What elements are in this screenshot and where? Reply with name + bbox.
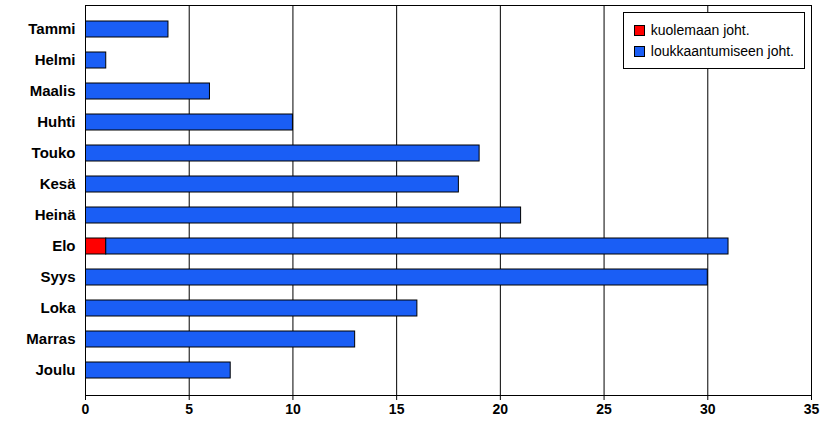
svg-text:Marras: Marras: [26, 330, 75, 347]
svg-text:Helmi: Helmi: [35, 51, 76, 68]
svg-text:15: 15: [389, 401, 405, 417]
svg-text:5: 5: [185, 401, 193, 417]
html-text:loukkaantumiseen joht.: loukkaantumiseen joht.: [650, 43, 794, 59]
svg-text:Elo: Elo: [52, 237, 75, 254]
svg-text:Syys: Syys: [40, 268, 75, 285]
svg-text:20: 20: [493, 401, 509, 417]
svg-text:Touko: Touko: [32, 144, 76, 161]
svg-text:Kesä: Kesä: [40, 175, 77, 192]
html-text:kuolemaan joht.: kuolemaan joht.: [650, 22, 750, 38]
svg-text:25: 25: [596, 401, 612, 417]
svg-text:Heinä: Heinä: [35, 206, 77, 223]
svg-text:Tammi: Tammi: [28, 20, 75, 37]
svg-text:30: 30: [700, 401, 716, 417]
svg-text:Joulu: Joulu: [36, 361, 76, 378]
svg-text:10: 10: [285, 401, 301, 417]
svg-text:35: 35: [804, 401, 820, 417]
svg-text:Huhti: Huhti: [37, 113, 75, 130]
svg-text:0: 0: [82, 401, 90, 417]
svg-text:Maalis: Maalis: [30, 82, 76, 99]
svg-text:Loka: Loka: [40, 299, 76, 316]
